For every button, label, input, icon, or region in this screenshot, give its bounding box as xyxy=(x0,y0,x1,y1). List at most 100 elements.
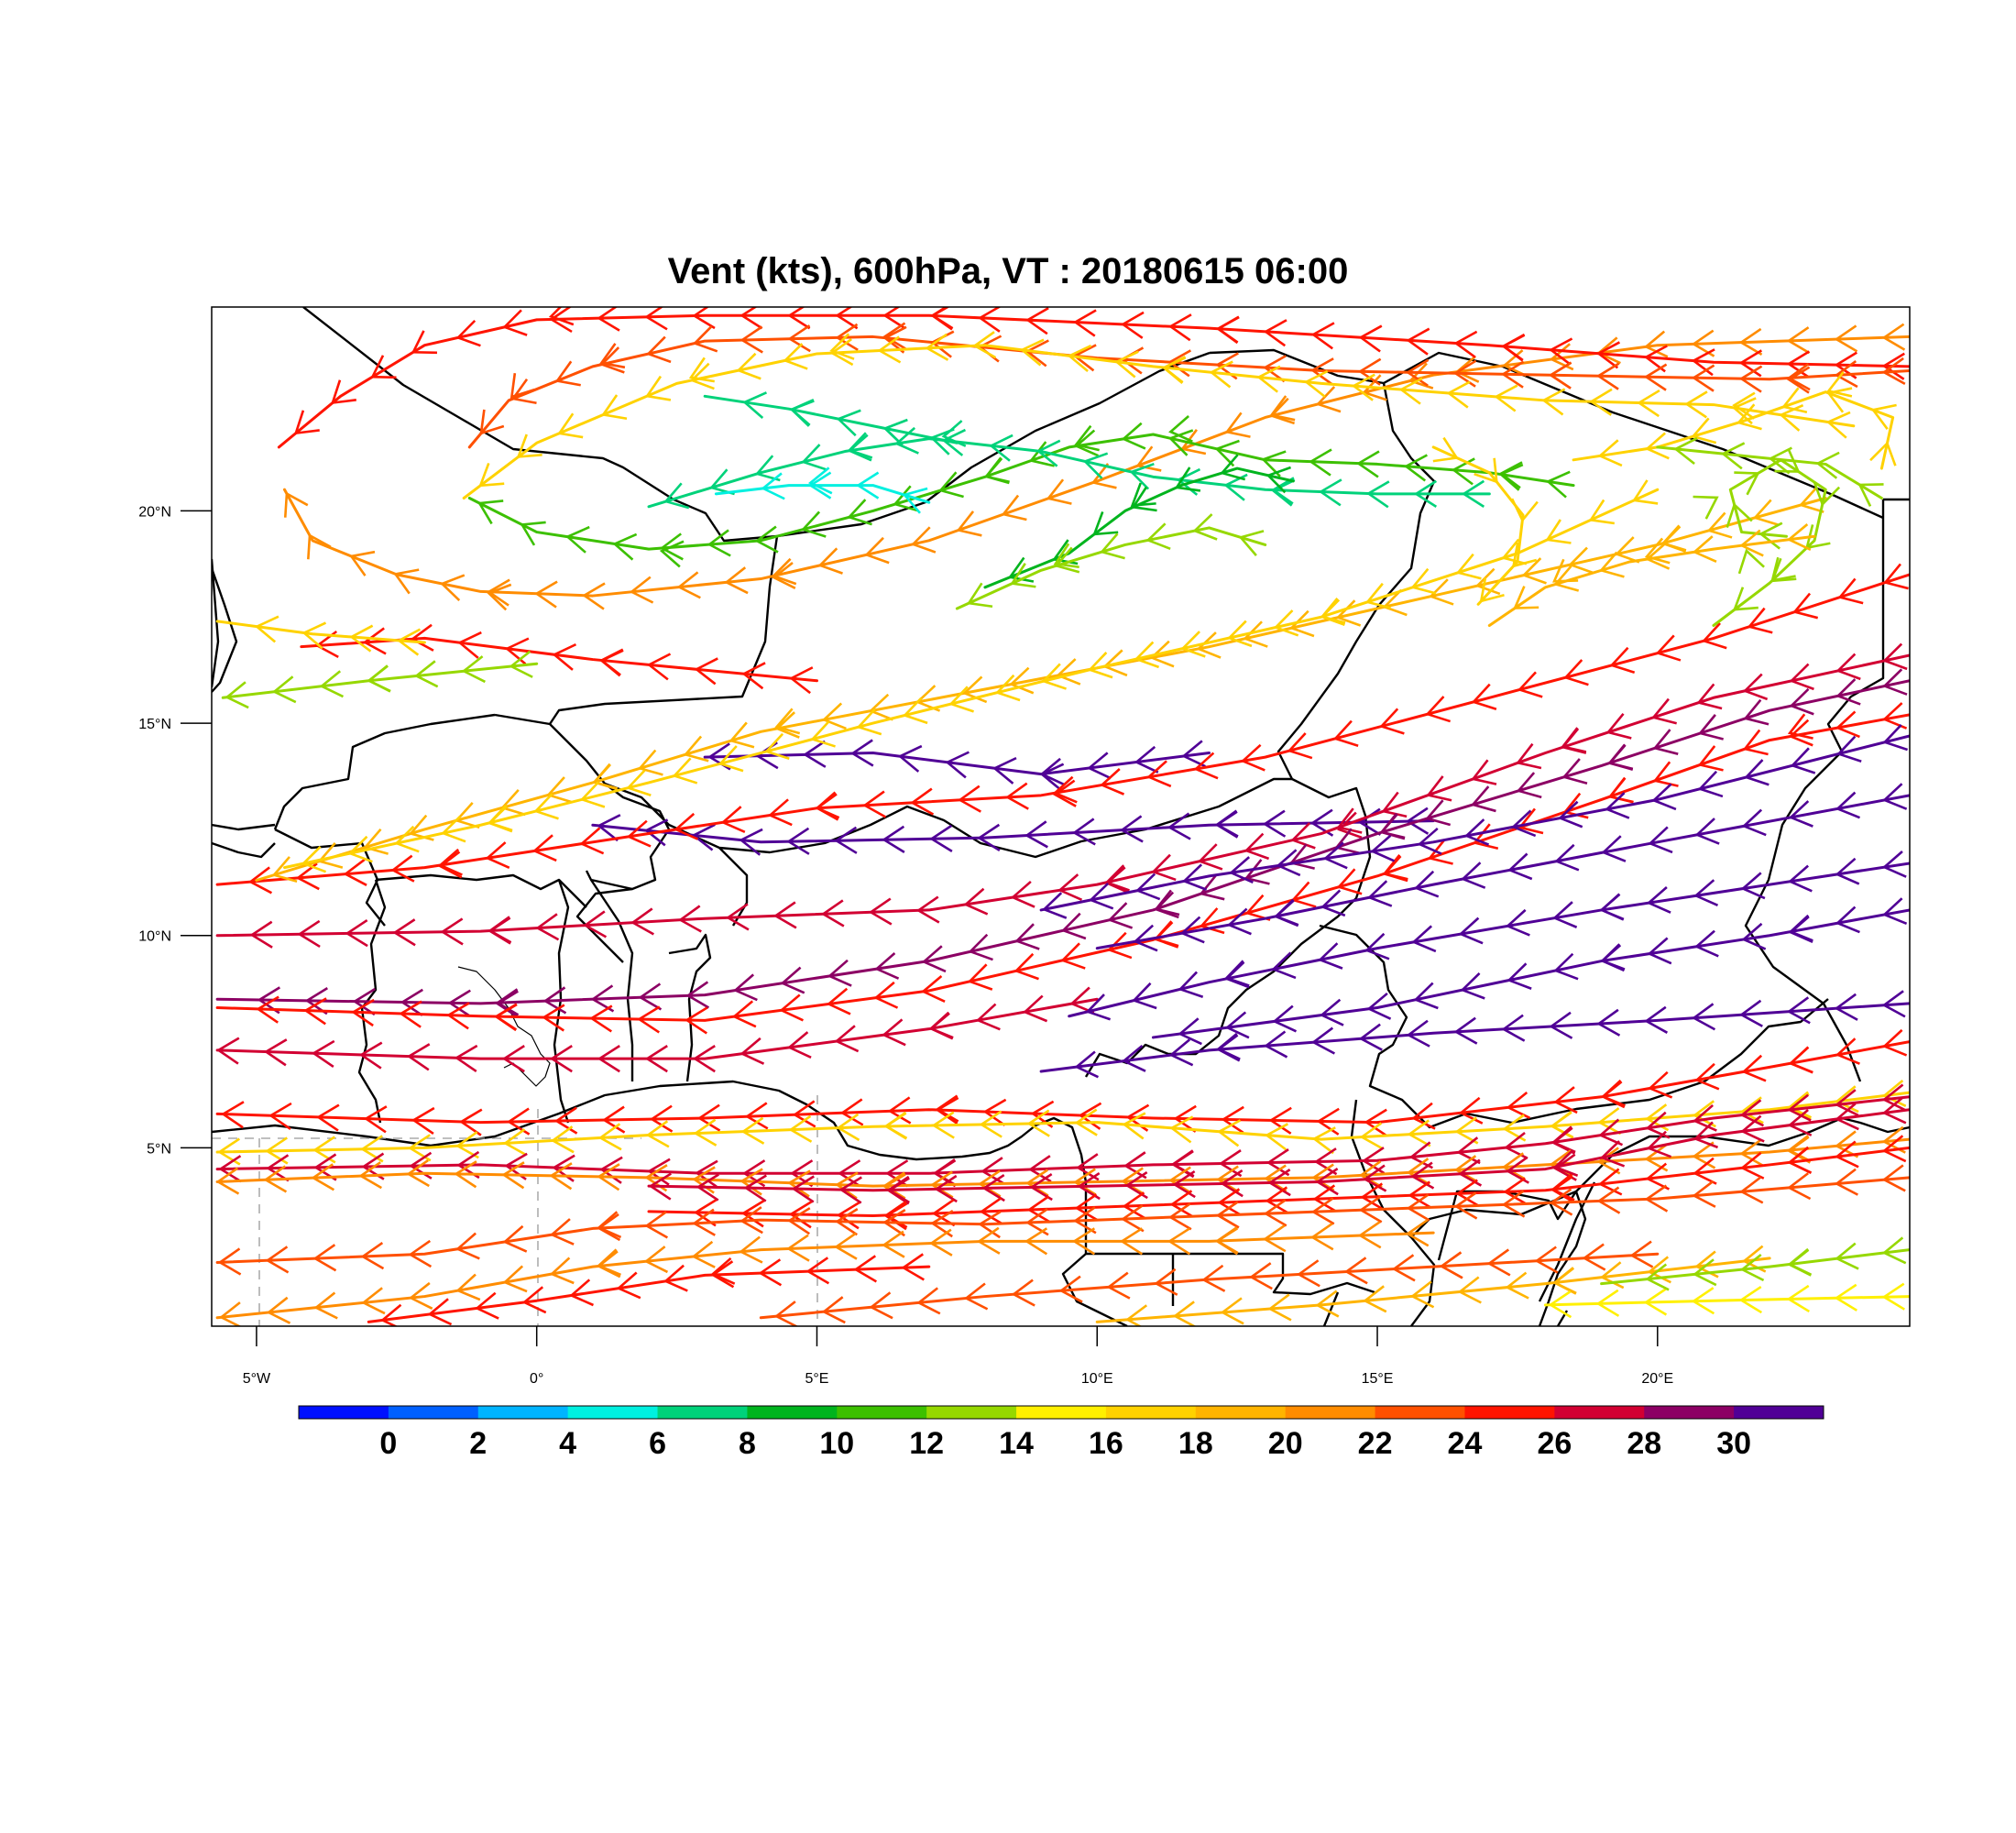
streamline-arrow xyxy=(1837,577,1864,605)
streamline-arrow xyxy=(989,434,1013,462)
streamline-arrow xyxy=(297,919,321,949)
streamline-arrow xyxy=(1425,799,1452,827)
chart-title: Vent (kts), 600hPa, VT : 20180615 06:00 xyxy=(667,251,1349,291)
y-tick-label: 15°N xyxy=(138,717,171,732)
streamline-arrow xyxy=(1881,1282,1905,1311)
streamline-arrow xyxy=(1320,889,1346,917)
streamline-arrow xyxy=(1408,1141,1433,1169)
colorbar-swatch xyxy=(1375,1406,1465,1419)
streamline-arrow xyxy=(1881,1096,1907,1125)
streamline-arrow xyxy=(1082,452,1109,479)
streamline-arrow xyxy=(1309,448,1332,477)
y-tick-label: 20°N xyxy=(138,504,171,520)
streamline-arrow xyxy=(1244,894,1271,921)
streamline-arrow xyxy=(674,812,698,840)
streamline-arrow xyxy=(1692,1180,1716,1208)
streamline-arrow xyxy=(399,1000,422,1028)
streamline-arrow xyxy=(1501,538,1528,565)
streamline-arrow xyxy=(1501,1014,1526,1042)
streamline-arrow xyxy=(1406,1158,1430,1186)
streamline-arrow xyxy=(768,798,793,827)
streamline-arrow xyxy=(1740,872,1766,900)
streamline-arrow xyxy=(928,1012,954,1040)
streamline-arrow xyxy=(454,1044,478,1073)
colorbar-swatch xyxy=(926,1406,1017,1419)
streamline-arrow xyxy=(1882,668,1908,696)
streamline-arrow xyxy=(1074,1193,1099,1222)
streamline-arrow xyxy=(1041,663,1067,690)
streamline-arrow xyxy=(1836,735,1862,763)
streamline-arrow xyxy=(1209,360,1233,389)
colorbar-label: 18 xyxy=(1178,1426,1213,1461)
streamline-arrow xyxy=(1351,373,1375,401)
streamline-arrow xyxy=(740,325,763,354)
streamline-arrow xyxy=(1227,620,1253,648)
streamline-arrow xyxy=(1826,371,1853,398)
streamline-arrow xyxy=(1787,713,1813,740)
streamline-arrow xyxy=(1741,922,1767,950)
streamline-arrow xyxy=(1857,483,1884,507)
streamline-arrow xyxy=(1786,326,1811,355)
streamline-arrow xyxy=(1835,857,1860,885)
streamline-arrow xyxy=(1549,1149,1573,1178)
streamline-arrow xyxy=(821,702,847,730)
streamline-arrow xyxy=(488,916,511,945)
streamline-arrow xyxy=(1337,811,1363,840)
streamline-arrow xyxy=(579,781,606,808)
border-mali-guinea xyxy=(273,713,496,830)
streamline-arrow xyxy=(1548,1290,1572,1319)
streamline-arrow xyxy=(787,1169,811,1198)
streamline-arrow xyxy=(549,1218,575,1246)
colorbar-swatch xyxy=(1016,1406,1107,1419)
streamline-arrow xyxy=(1072,818,1096,846)
streamline-arrow xyxy=(1498,461,1523,489)
streamline-arrow xyxy=(967,963,993,991)
streamline-arrow xyxy=(1167,1202,1192,1231)
streamline-arrow xyxy=(1216,1165,1240,1193)
streamline-arrow xyxy=(1789,687,1814,716)
streamline-arrow xyxy=(1731,397,1757,425)
streamline-arrow xyxy=(761,472,785,500)
streamline-arrow xyxy=(485,841,510,869)
streamline-arrow xyxy=(929,824,953,852)
streamline-arrow xyxy=(1768,446,1792,475)
streamline-arrow xyxy=(1882,723,1909,752)
y-axis: 5°N 10°N 15°N 20°N xyxy=(138,504,212,1157)
streamline-arrow xyxy=(874,952,900,980)
streamlines-layer xyxy=(215,307,1910,1326)
streamline-arrow xyxy=(1196,631,1222,659)
streamline-arrow xyxy=(535,913,560,941)
streamline-arrow xyxy=(1180,631,1206,658)
streamline-29 xyxy=(1600,1248,1910,1286)
streamline-arrow xyxy=(1020,338,1045,367)
streamline-arrow xyxy=(1100,532,1125,560)
streamline-arrow xyxy=(1024,1227,1048,1256)
streamline-arrow xyxy=(1119,815,1144,843)
streamline-arrow xyxy=(367,664,391,693)
streamline-arrow xyxy=(1461,479,1485,508)
streamline-arrow xyxy=(659,540,685,568)
streamline-arrow xyxy=(501,1161,525,1190)
streamline-arrow xyxy=(1741,1054,1767,1082)
streamline-arrow xyxy=(1706,511,1733,539)
streamline-arrow xyxy=(930,307,954,330)
streamline-arrow xyxy=(358,1041,383,1070)
streamline-arrow xyxy=(502,309,528,336)
streamline-arrow xyxy=(835,1208,859,1236)
streamline-arrow xyxy=(1011,1279,1035,1307)
streamline-arrow xyxy=(599,649,624,677)
streamline-arrow xyxy=(803,740,827,768)
streamline-arrow xyxy=(788,1114,813,1143)
streamline-arrow xyxy=(411,1106,435,1136)
streamline-arrow xyxy=(1026,1195,1051,1224)
streamline-arrow xyxy=(1644,1184,1669,1213)
streamline-arrow xyxy=(1552,1267,1577,1295)
streamline-16 xyxy=(1039,1002,1910,1073)
streamline-arrow xyxy=(1290,822,1316,850)
streamline-arrow xyxy=(1786,1284,1811,1313)
streamline-arrow xyxy=(1214,439,1240,467)
streamline-arrow xyxy=(1501,1190,1526,1218)
streamline-arrow xyxy=(597,1045,620,1073)
streamline-arrow xyxy=(1882,897,1908,925)
streamline-arrow xyxy=(1025,1169,1049,1197)
